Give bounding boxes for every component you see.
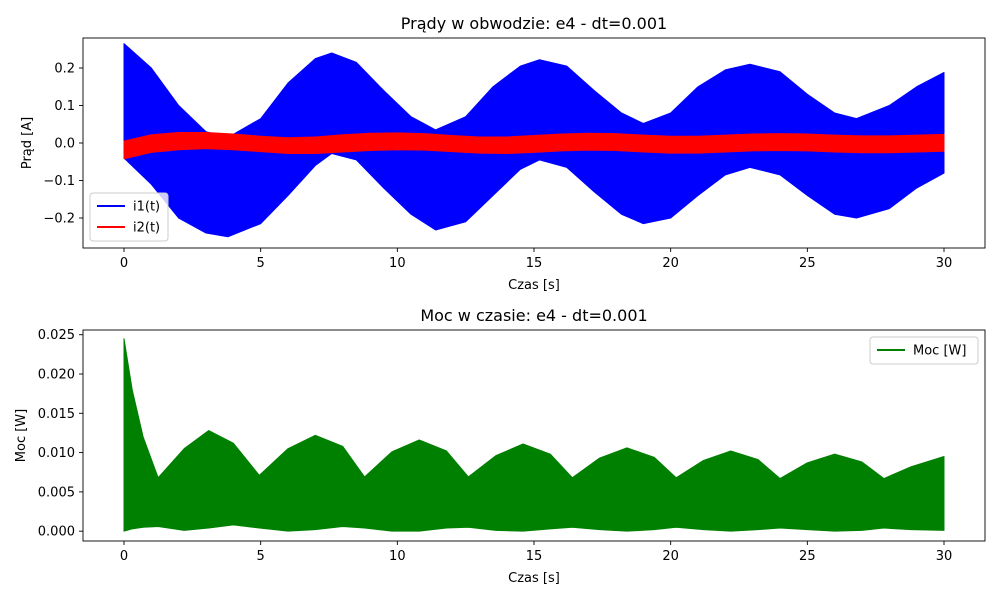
x-axis-label: Czas [s] <box>508 278 560 293</box>
y-axis-label: Moc [W] <box>14 409 29 462</box>
x-tick-label: 25 <box>799 549 816 564</box>
x-tick-label: 30 <box>936 549 953 564</box>
legend-entry: i1(t) <box>133 200 160 215</box>
y-tick-label: 0.010 <box>38 446 75 461</box>
legend-entry: i2(t) <box>133 221 160 236</box>
x-tick-label: 30 <box>936 256 953 271</box>
legend: i1(t) i2(t) <box>89 192 169 242</box>
x-axis-label: Czas [s] <box>508 571 560 586</box>
chart-title: Moc w czasie: e4 - dt=0.001 <box>420 306 647 325</box>
x-tick-label: 5 <box>257 549 265 564</box>
y-axis-label: Prąd [A] <box>20 117 35 169</box>
x-tick-label: 20 <box>662 256 679 271</box>
y-tick-label: −0.2 <box>43 212 75 227</box>
x-tick-label: 25 <box>799 256 816 271</box>
series-i2-t-area <box>123 132 945 160</box>
chart-title: Prądy w obwodzie: e4 - dt=0.001 <box>401 14 667 33</box>
chart-currents: Prądy w obwodzie: e4 - dt=0.001 0 5 10 15 20 2… <box>20 14 986 293</box>
legend-box <box>869 336 979 365</box>
y-tick-label: 0.015 <box>38 407 75 422</box>
y-tick-label: 0.000 <box>38 525 75 540</box>
legend: Moc [W] <box>869 336 979 365</box>
x-tick-label: 15 <box>526 549 543 564</box>
chart-power: Moc w czasie: e4 - dt=0.001 0 5 10 15 20 25 30 0… <box>14 306 986 586</box>
y-tick-label: 0.020 <box>38 368 75 383</box>
y-tick-label: 0.2 <box>54 62 75 77</box>
x-tick-label: 20 <box>662 549 679 564</box>
x-tick-label: 0 <box>120 549 128 564</box>
x-tick-label: 10 <box>389 549 406 564</box>
y-tick-label: −0.1 <box>43 174 75 189</box>
x-tick-label: 0 <box>120 256 128 271</box>
y-tick-label: 0.025 <box>38 328 75 343</box>
y-tick-label: 0.005 <box>38 485 75 500</box>
legend-entry: Moc [W] <box>913 344 966 359</box>
x-tick-label: 5 <box>257 256 265 271</box>
x-tick-label: 10 <box>389 256 406 271</box>
x-tick-label: 15 <box>526 256 543 271</box>
y-tick-label: 0.1 <box>54 99 75 114</box>
series-moc-w-area <box>123 338 945 532</box>
y-tick-label: 0.0 <box>54 137 75 152</box>
